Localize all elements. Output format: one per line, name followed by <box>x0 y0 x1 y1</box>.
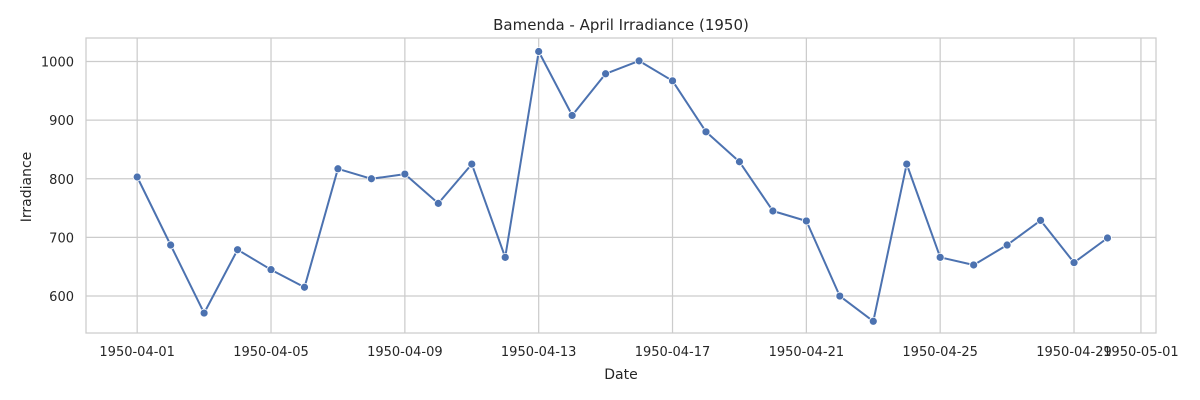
data-point-1950-04-21 <box>801 216 811 226</box>
data-point-1950-04-06 <box>300 282 309 292</box>
data-point-1950-04-01 <box>132 172 142 182</box>
y-axis-title: Irradiance <box>19 152 35 223</box>
data-point-1950-04-29 <box>1069 258 1079 268</box>
data-point-1950-04-16 <box>634 56 644 66</box>
x-tick-label: 1950-04-05 <box>233 345 309 360</box>
y-axis-ticks: 600 700 800 900 1000 <box>41 55 74 305</box>
data-point-1950-04-07 <box>333 164 343 174</box>
x-axis-ticks: 1950-04-01 1950-04-05 1950-04-09 1950-04-13… <box>99 345 1178 360</box>
x-tick-label: 1950-04-09 <box>367 345 443 360</box>
data-point-1950-04-23 <box>868 316 878 326</box>
data-point-1950-04-09 <box>400 169 410 179</box>
data-point-1950-04-24 <box>902 159 912 169</box>
y-tick-label: 1000 <box>41 55 74 70</box>
data-point-1950-04-28 <box>1036 215 1045 225</box>
x-tick-label: 1950-04-29 <box>1036 345 1112 360</box>
data-point-1950-04-17 <box>668 76 677 86</box>
data-point-1950-04-12 <box>500 252 510 262</box>
data-point-1950-04-04 <box>233 245 242 255</box>
data-point-1950-04-13 <box>534 47 544 56</box>
data-point-1950-04-02 <box>166 240 176 250</box>
data-point-1950-04-27 <box>1002 240 1012 250</box>
data-point-1950-04-14 <box>567 111 577 120</box>
x-tick-label: 1950-04-01 <box>99 345 175 360</box>
x-axis-title: Date <box>604 367 637 383</box>
data-point-1950-04-22 <box>835 291 845 301</box>
data-point-1950-04-08 <box>367 174 376 184</box>
y-tick-label: 700 <box>49 231 74 246</box>
data-point-1950-04-25 <box>935 252 945 262</box>
data-point-1950-04-30 <box>1103 233 1112 243</box>
grid-lines <box>86 38 1156 333</box>
y-tick-label: 800 <box>49 173 74 188</box>
data-point-1950-04-03 <box>199 308 209 318</box>
plot-frame <box>85 37 1157 334</box>
series-line-irradiance <box>136 50 1109 323</box>
x-tick-label: 1950-04-17 <box>635 345 711 360</box>
data-points <box>132 47 1112 326</box>
x-tick-label: 1950-05-01 <box>1103 345 1179 360</box>
y-tick-label: 900 <box>49 114 74 129</box>
data-point-1950-04-18 <box>701 127 711 137</box>
data-point-1950-04-05 <box>266 265 276 275</box>
data-point-1950-04-15 <box>601 69 611 79</box>
x-tick-label: 1950-04-21 <box>769 345 845 360</box>
data-point-1950-04-20 <box>768 206 778 216</box>
data-point-1950-04-19 <box>735 157 744 167</box>
x-tick-label: 1950-04-25 <box>902 345 978 360</box>
chart-title: Bamenda - April Irradiance (1950) <box>493 16 749 34</box>
data-point-1950-04-10 <box>433 198 443 208</box>
data-point-1950-04-11 <box>467 159 477 169</box>
data-point-1950-04-26 <box>969 260 979 270</box>
y-tick-label: 600 <box>49 290 74 305</box>
x-tick-label: 1950-04-13 <box>501 345 577 360</box>
